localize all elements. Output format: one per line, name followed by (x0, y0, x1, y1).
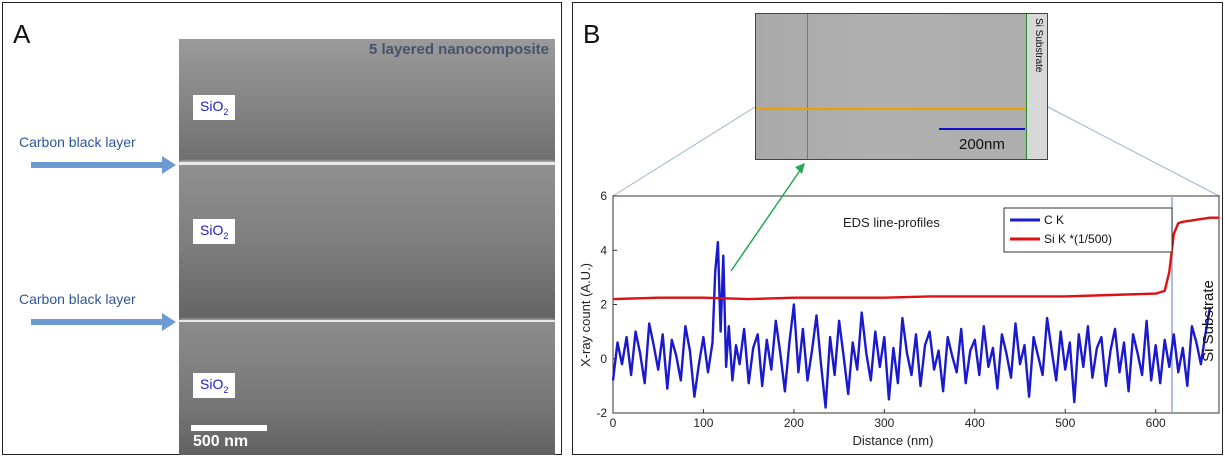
series-line-0 (611, 240, 1212, 409)
x-tick-label-0: 0 (610, 416, 617, 430)
panel-a: A 5 layered nanocomposite SiO2 SiO2 SiO2… (2, 2, 562, 455)
y-axis-label: X-ray count (A.U.) (578, 263, 593, 367)
x-tick-label-6: 600 (1146, 416, 1166, 430)
sio2-label-3: SiO2 (193, 373, 236, 398)
x-tick-label-3: 300 (874, 416, 894, 430)
x-tick-label-4: 400 (965, 416, 985, 430)
carbon-label-1: Carbon black layer (19, 134, 136, 150)
y-tick-label-3: 4 (600, 243, 607, 257)
sem-title: 5 layered nanocomposite (368, 41, 549, 58)
panel-b: B 0 100 200 300 400 500 600 -2 0 2 4 6 EDS line-pro… (572, 2, 1223, 455)
x-axis-label: Distance (nm) (853, 433, 934, 448)
series-line-1 (612, 216, 1219, 301)
scale-bar-label: 500 nm (193, 433, 249, 450)
substrate-annotation: Si Substrate (1200, 280, 1217, 362)
y-tick-label-1: 0 (600, 352, 607, 366)
y-tick-label-0: -2 (596, 406, 607, 420)
panel-letter-a: A (13, 19, 31, 49)
x-tick-label-5: 500 (1055, 416, 1075, 430)
green-arrow-head (795, 163, 805, 174)
y-tick-label-4: 6 (600, 189, 607, 203)
scale-bar (191, 425, 267, 431)
plot-lines (611, 216, 1219, 409)
tem-inset: Si Substrate 200nm (755, 13, 1048, 160)
sio2-band-middle (179, 165, 555, 320)
carbon-line-1 (179, 162, 555, 165)
carbon-label-2: Carbon black layer (19, 291, 136, 307)
carbon-line-2 (179, 320, 555, 322)
zoom-guide-left (612, 106, 756, 197)
inset-substrate: Si Substrate (1026, 14, 1047, 159)
y-tick-label-2: 2 (600, 298, 607, 312)
x-tick-label-2: 200 (784, 416, 804, 430)
legend-label-ck: C K (1044, 213, 1064, 227)
sio2-band-top (179, 39, 555, 164)
green-arrow (730, 168, 802, 272)
inset-interface-line (807, 14, 808, 159)
sio2-label-2: SiO2 (193, 219, 236, 244)
x-tick-label-1: 100 (693, 416, 713, 430)
sio2-label-1: SiO2 (193, 95, 236, 120)
sem-micrograph: 5 layered nanocomposite SiO2 SiO2 SiO2 5… (179, 39, 555, 455)
sio2-band-bottom (179, 322, 555, 455)
inset-substrate-label: Si Substrate (1033, 18, 1044, 73)
legend-label-sik: Si K *(1/500) (1044, 232, 1112, 246)
inset-scale-bar (939, 128, 1025, 130)
inset-scale-bar-label: 200nm (959, 136, 1005, 153)
panel-letter-b: B (583, 19, 601, 49)
chart-title: EDS line-profiles (843, 215, 940, 230)
zoom-guide-right (1047, 106, 1220, 197)
legend: C K Si K *(1/500) (1003, 207, 1173, 253)
inset-scan-line (756, 108, 1026, 110)
